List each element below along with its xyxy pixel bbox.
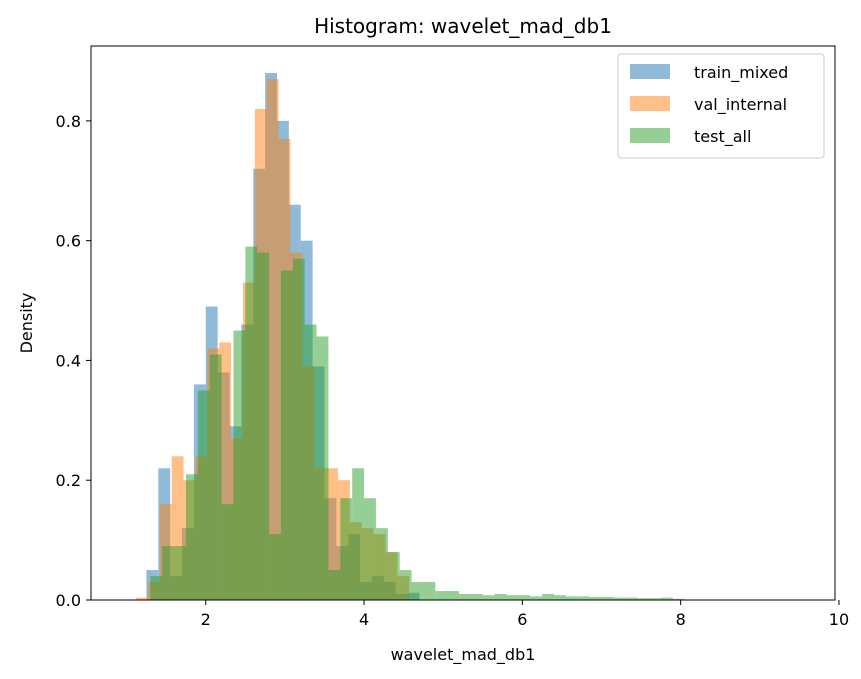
histogram-bar-test_all-34 [554,595,566,600]
histogram-bar-test_all-15 [328,570,341,600]
histogram-bar-test_all-20 [387,552,400,600]
histogram-bar-test_all-28 [482,595,495,600]
histogram-bar-test_all-29 [494,594,507,600]
histogram-bar-test_all-21 [399,570,412,600]
histogram-bar-test_all-35 [565,596,578,600]
plot-frame [90,45,836,601]
histogram-bar-test_all-24 [435,591,448,600]
x-tick-label: 2 [201,610,211,629]
histogram-bar-test_all-4 [197,390,210,600]
histogram-bar-test_all-27 [470,594,483,600]
histogram-bar-test_all-16 [340,498,353,600]
y-tick-label: 0.0 [56,591,81,610]
histogram-bar-val_internal-0 [136,597,148,600]
y-axis-label: Density [17,293,36,354]
x-tick-label: 10 [829,610,849,629]
legend-label-val_internal: val_internal [694,95,787,115]
histogram-bar-test_all-0 [150,576,163,600]
histogram-bar-test_all-2 [174,546,186,600]
histogram-bar-test_all-13 [304,324,317,600]
legend-label-train_mixed: train_mixed [694,63,788,83]
histogram-bar-test_all-5 [209,354,222,600]
histogram-bar-test_all-40 [625,597,638,600]
histogram-bar-test_all-32 [530,596,543,600]
histogram-bar-test_all-19 [375,528,388,600]
legend-label-test_all: test_all [694,127,751,147]
x-axis-label: wavelet_mad_db1 [391,645,536,665]
histogram-bar-test_all-1 [162,546,175,600]
y-tick-label: 0.6 [56,232,81,251]
histogram-bar-val_internal-7 [219,342,232,600]
x-tick-label: 4 [359,610,369,629]
histogram-bar-test_all-33 [542,594,555,600]
legend-swatch-train_mixed [630,64,670,79]
histogram-bar-val_internal-3 [171,456,184,600]
x-tick-label: 8 [676,610,686,629]
legend-swatch-test_all [630,128,670,143]
y-tick-label: 0.2 [56,471,81,490]
histogram-bar-test_all-30 [506,595,519,600]
histogram-bar-test_all-38 [601,597,614,600]
histogram-bar-test_all-7 [233,330,246,600]
ticks-layer: 2 4 6 8 10 0.0 0.2 0.4 0.6 0.8 [56,112,850,629]
histogram-bar-test_all-11 [280,270,293,600]
histogram-bar-test_all-6 [221,504,234,600]
histogram-bar-test_all-43 [660,597,673,600]
histogram-bar-test_all-22 [411,582,424,600]
histogram-bar-test_all-31 [518,595,531,600]
histogram-bar-test_all-8 [245,246,258,600]
histogram-bar-test_all-12 [292,258,305,600]
legend: train_mixed val_internal test_all [617,53,825,159]
histogram-bar-test_all-41 [637,598,649,600]
histogram-bar-val_internal-16 [326,468,338,600]
histogram-bar-test_all-25 [447,591,460,600]
histogram-bar-test_all-23 [423,582,436,600]
histogram-bar-test_all-37 [589,597,602,600]
legend-swatch-val_internal [630,96,670,111]
histogram-bar-val_internal-11 [266,78,279,600]
histogram-bar-test_all-44 [672,598,685,600]
histogram-bar-test_all-17 [352,468,365,600]
y-tick-label: 0.4 [56,351,81,370]
histogram-bar-test_all-9 [257,252,270,600]
chart-title: Histogram: wavelet_mad_db1 [314,14,612,38]
histogram-bar-test_all-14 [316,336,329,600]
y-tick-label: 0.8 [56,112,81,131]
bars-layer [136,72,685,601]
histogram-bar-test_all-39 [613,597,626,600]
histogram-bar-test_all-42 [649,598,661,600]
x-tick-label: 6 [517,610,527,629]
histogram-bar-test_all-26 [459,594,471,600]
histogram-bar-test_all-36 [577,596,590,600]
histogram-bar-test_all-3 [185,474,198,600]
histogram-bar-test_all-10 [269,534,281,600]
histogram-bar-test_all-18 [364,498,376,600]
